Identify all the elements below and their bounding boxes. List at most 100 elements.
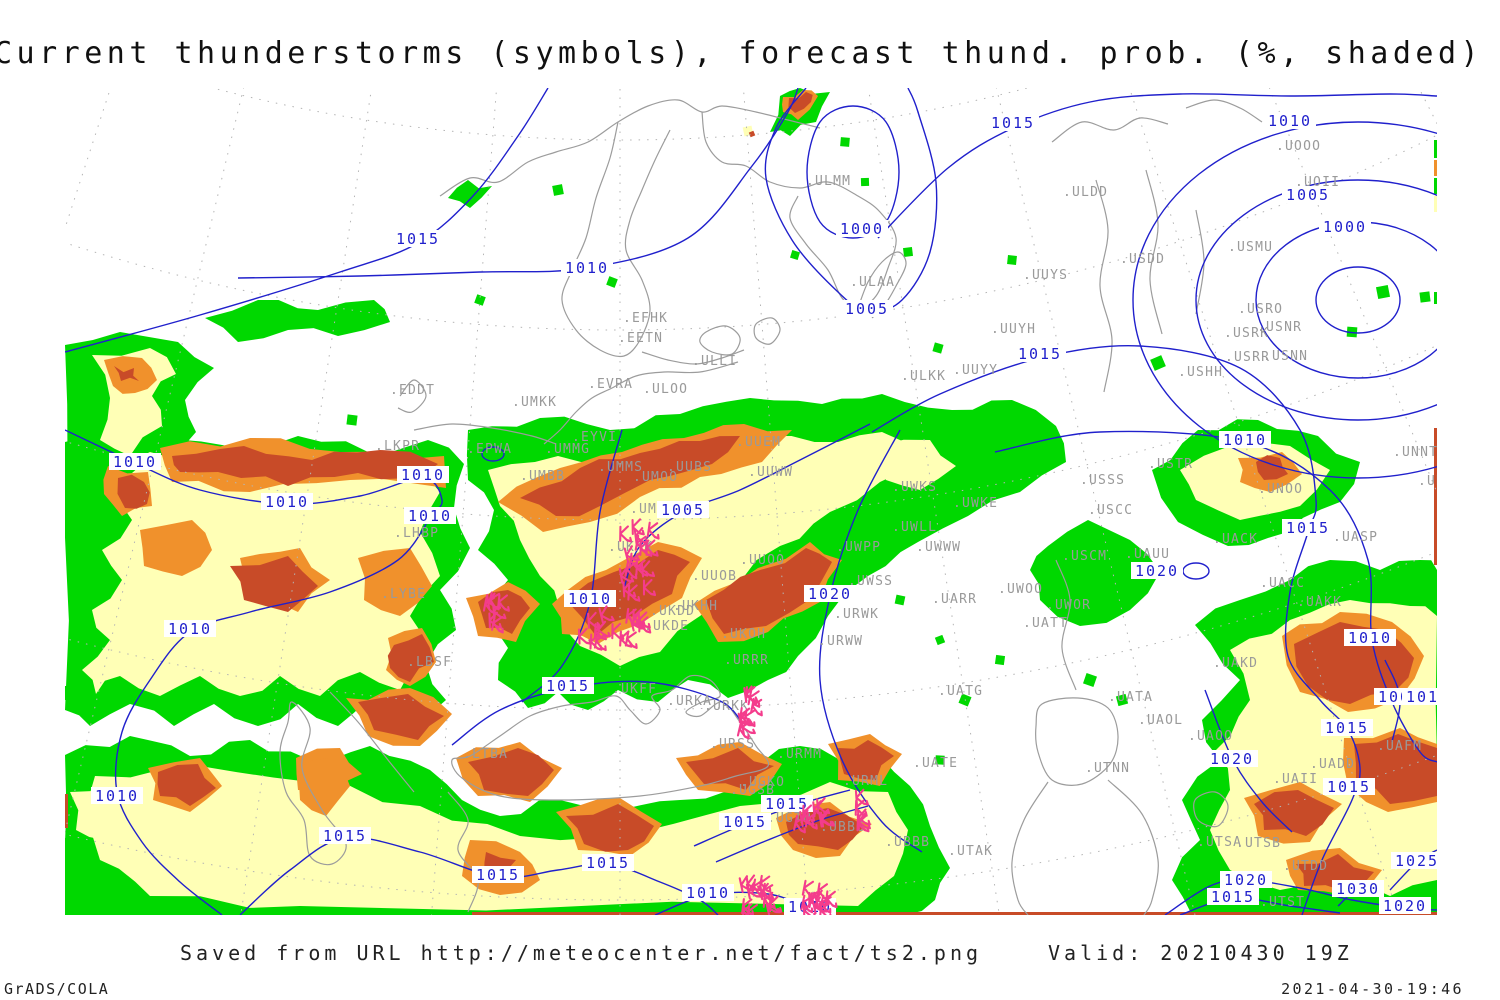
isobar-label: 1030: [1332, 880, 1384, 898]
isobar-line: [451, 680, 743, 746]
shading-dot: [1094, 559, 1106, 571]
render-timestamp: 2021-04-30-19:46: [1281, 980, 1464, 998]
valid-time-text: Valid: 20210430 19Z: [1048, 941, 1353, 965]
thunderstorm-icon: [637, 611, 651, 629]
station-label: .UUOB: [692, 569, 737, 584]
svg-text:1015: 1015: [723, 813, 767, 831]
station-label: .LYBE: [381, 587, 426, 602]
shading-dot: [902, 246, 914, 258]
svg-text:1010: 1010: [568, 590, 612, 608]
station-label: .UASP: [1333, 530, 1378, 545]
thunderstorm-icon: [642, 578, 657, 597]
thunderstorm-icon: [811, 896, 828, 915]
svg-text:1010: 1010: [113, 453, 157, 471]
thunderstorm-icon: [804, 811, 818, 830]
isobar-closed-low: [481, 446, 505, 462]
shading-blob: [878, 439, 956, 490]
thunderstorm-icon: [624, 560, 638, 580]
station-label: .UAKD: [1213, 656, 1258, 671]
grads-credit: GrADS/COLA: [4, 980, 110, 998]
domain-edge-marks: [65, 140, 1437, 915]
shading-blob: [205, 300, 390, 342]
shading-blob: [157, 764, 216, 806]
station-label: .UAOO: [1188, 729, 1233, 744]
thunderstorm-icon: [622, 580, 637, 598]
isobar-line: [994, 430, 1437, 763]
shading-dot: [894, 594, 906, 606]
coastline: [543, 361, 739, 445]
isobar-label: 1015: [719, 813, 771, 831]
svg-text:1020: 1020: [1210, 750, 1254, 768]
shading-dot: [1083, 673, 1097, 687]
shading-blob: [448, 180, 492, 208]
thunderstorm-icon: [634, 534, 648, 554]
station-label: .ULMM: [806, 174, 851, 189]
thunderstorm-symbol-cluster: [738, 874, 783, 915]
isobar-closed-low: [1195, 179, 1437, 421]
station-label: .UKOH: [721, 627, 766, 642]
svg-text:1015: 1015: [586, 854, 630, 872]
isobar-label: 1020: [1131, 562, 1183, 580]
thunderstorm-icon: [801, 804, 816, 822]
station-label: .URWW: [818, 634, 863, 649]
station-label: .ULLI: [692, 354, 737, 369]
station-label: .UATA: [1108, 690, 1153, 705]
station-label: .URSS: [710, 737, 755, 752]
isobar-line: [877, 93, 1437, 239]
svg-text:1010: 1010: [565, 259, 609, 277]
svg-text:1015: 1015: [1286, 519, 1330, 537]
thunderstorm-symbols-layer: [482, 518, 871, 915]
thunderstorm-symbol-cluster: [577, 605, 615, 652]
shading-dot: [934, 634, 946, 646]
thunderstorm-icon: [824, 890, 838, 909]
isobar-line: [237, 88, 799, 279]
station-label: .USSS: [1080, 473, 1125, 488]
shading-blob: [140, 520, 212, 576]
thunderstorm-icon: [487, 591, 501, 611]
coastline: [753, 317, 781, 345]
coastline: [279, 701, 347, 866]
isobar-label: 1020: [804, 585, 856, 603]
station-labels-layer: .ULMM.ULDD.ULAA .UUYS.USDD.USMU.UOOO.UOII…: [375, 139, 1437, 910]
thunderstorm-icon: [619, 630, 633, 648]
station-label: .UKDD: [650, 604, 695, 619]
thunderstorm-icon: [808, 891, 822, 909]
isobar-label: 1015: [1014, 345, 1066, 363]
station-label: .USRK: [1224, 326, 1269, 341]
station-label: .UAFM: [1377, 739, 1422, 754]
saved-url-text: Saved from URL http://meteocenter.net/fa…: [180, 941, 983, 965]
shading-blob: [358, 548, 432, 616]
thunderstorm-icon: [854, 799, 868, 817]
svg-text:1010: 1010: [168, 620, 212, 638]
svg-text:1010: 1010: [265, 493, 309, 511]
svg-text:1010: 1010: [95, 787, 139, 805]
svg-text:1015: 1015: [1325, 719, 1369, 737]
station-label: .USCM: [1062, 549, 1107, 564]
station-label: .UWWW: [916, 540, 961, 555]
station-label: .USCC: [1088, 503, 1133, 518]
thunderstorm-symbol-cluster: [793, 797, 836, 834]
shading-dot: [606, 276, 618, 288]
station-label: .URWK: [834, 607, 879, 622]
graticule-parallel: [65, 134, 1437, 330]
thunderstorm-symbol-cluster: [854, 788, 871, 833]
thunderstorm-symbol-cluster: [618, 518, 660, 602]
thunderstorm-icon: [742, 708, 756, 728]
thunderstorm-icon: [743, 685, 759, 703]
isobar-label: 1005: [841, 300, 893, 318]
isobar-label: 1005: [657, 501, 709, 519]
shading-dot: [474, 294, 486, 306]
isobar-label: 1025: [1391, 852, 1437, 870]
thunderstorm-icon: [816, 797, 831, 815]
shading-blob: [172, 446, 438, 486]
isobar-label: 1010: [91, 787, 143, 805]
coastline: [397, 379, 427, 414]
isobar-label: 1010: [1344, 629, 1396, 647]
coastline: [1011, 781, 1049, 915]
shading-blob: [1254, 790, 1334, 836]
thunderstorm-icon: [646, 521, 660, 540]
svg-text:1020: 1020: [1224, 871, 1268, 889]
station-label: .UWLL: [892, 520, 937, 535]
shading-blob: [468, 748, 554, 796]
